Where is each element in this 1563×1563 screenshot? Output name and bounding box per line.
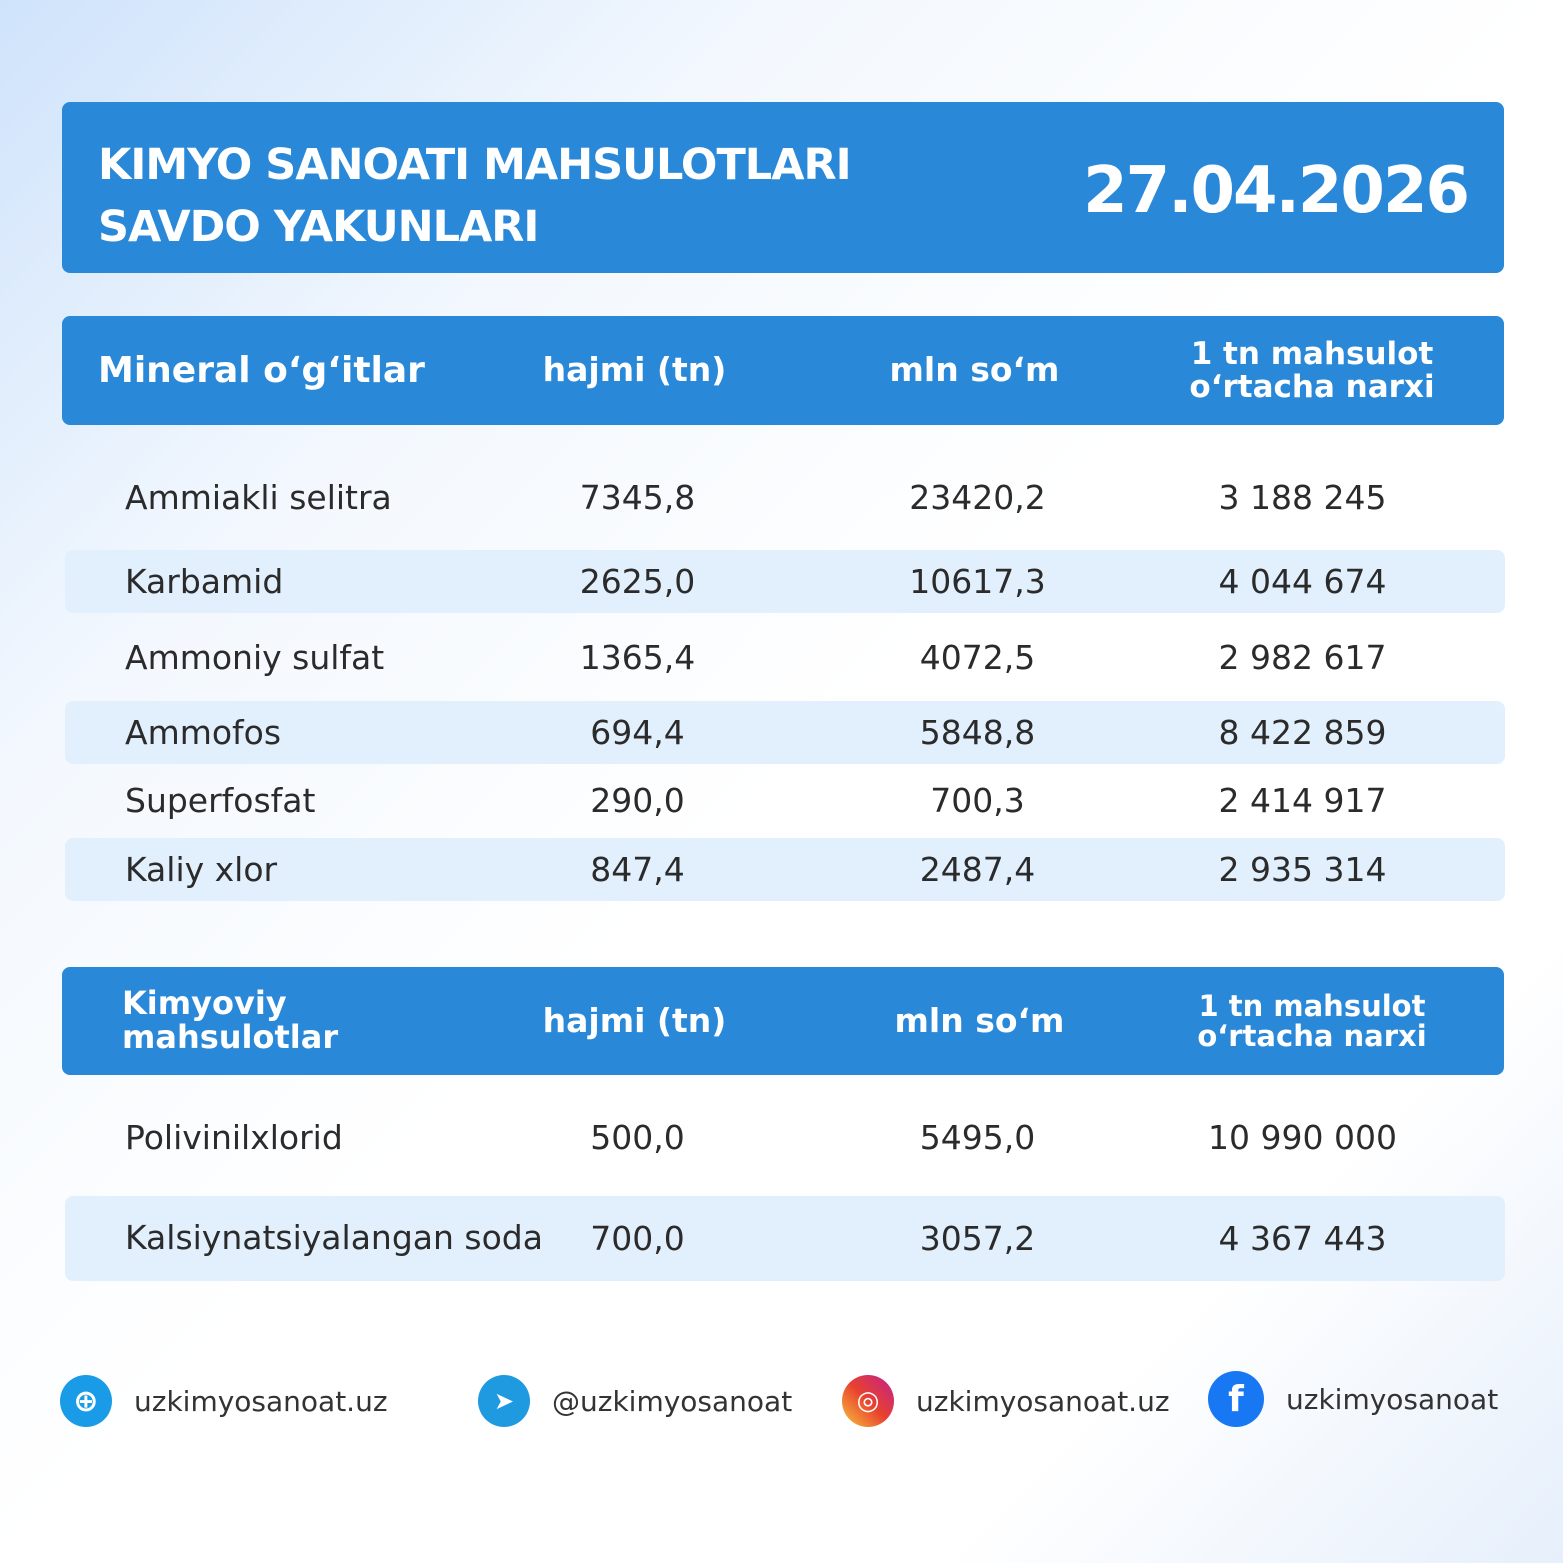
value-cell: 5848,8 <box>919 713 1036 752</box>
volume-cell: 290,0 <box>590 780 685 820</box>
value-cell: 10617,3 <box>909 562 1046 601</box>
table-row: Polivinilxlorid 500,0 5495,0 10 990 000 <box>65 1105 1505 1169</box>
header-avg-price: 1 tn mahsulot o‘rtacha narxi <box>1197 988 1427 1053</box>
volume-cell: 2625,0 <box>579 562 696 601</box>
table-row: Kaliy xlor 847,4 2487,4 2 935 314 <box>65 838 1505 901</box>
table-row: Ammofos 694,4 5848,8 8 422 859 <box>65 701 1505 764</box>
avg-price-cell: 4 044 674 <box>1218 562 1387 601</box>
footer-telegram[interactable]: ➤ @uzkimyosanoat <box>478 1372 792 1430</box>
product-name: Superfosfat <box>125 780 316 820</box>
avg-price-cell: 10 990 000 <box>1208 1117 1397 1157</box>
facebook-link[interactable]: uzkimyosanoat <box>1286 1382 1499 1416</box>
value-cell: 23420,2 <box>909 477 1046 517</box>
telegram-link[interactable]: @uzkimyosanoat <box>552 1384 793 1418</box>
header-category: Kimyoviy mahsulotlar <box>122 984 339 1056</box>
avg-price-cell: 8 422 859 <box>1218 713 1387 752</box>
product-name: Karbamid <box>125 562 284 601</box>
report-date: 27.04.2026 <box>1083 154 1470 228</box>
product-name: Kalsiynatsiyalangan soda <box>125 1218 543 1258</box>
table-row: Ammiakli selitra 7345,8 23420,2 3 188 245 <box>65 465 1505 529</box>
volume-cell: 500,0 <box>590 1117 685 1157</box>
avg-price-cell: 2 935 314 <box>1218 850 1387 889</box>
product-name: Polivinilxlorid <box>125 1117 343 1157</box>
facebook-icon: f <box>1208 1371 1264 1427</box>
table-row: Kalsiynatsiyalangan soda 700,0 3057,2 4 367… <box>65 1196 1505 1281</box>
table2-header: Kimyoviy mahsulotlar hajmi (tn) mln so‘m… <box>62 967 1504 1075</box>
footer-facebook[interactable]: f uzkimyosanoat <box>1208 1370 1498 1428</box>
footer-website[interactable]: ⊕ uzkimyosanoat.uz <box>60 1372 388 1430</box>
product-name: Ammoniy sulfat <box>125 637 385 677</box>
instagram-icon: ◎ <box>842 1375 894 1427</box>
header-avg-price: 1 tn mahsulot o‘rtacha narxi <box>1189 335 1435 405</box>
header-volume: hajmi (tn) <box>542 1000 727 1040</box>
product-name: Kaliy xlor <box>125 850 278 889</box>
volume-cell: 1365,4 <box>579 637 696 677</box>
header-category: Mineral o‘g‘itlar <box>98 349 425 391</box>
table-row: Karbamid 2625,0 10617,3 4 044 674 <box>65 550 1505 613</box>
volume-cell: 7345,8 <box>579 477 696 517</box>
value-cell: 3057,2 <box>919 1219 1036 1258</box>
footer-instagram[interactable]: ◎ uzkimyosanoat.uz <box>842 1372 1170 1430</box>
table1-header: Mineral o‘g‘itlar hajmi (tn) mln so‘m 1 … <box>62 316 1504 425</box>
product-name: Ammofos <box>125 713 282 752</box>
avg-price-cell: 4 367 443 <box>1218 1219 1387 1258</box>
table-row: Ammoniy sulfat 1365,4 4072,5 2 982 617 <box>65 625 1505 689</box>
table-row: Superfosfat 290,0 700,3 2 414 917 <box>65 768 1505 832</box>
header-volume: hajmi (tn) <box>542 350 727 390</box>
telegram-icon: ➤ <box>478 1375 530 1427</box>
value-cell: 5495,0 <box>919 1117 1036 1157</box>
header-value: mln so‘m <box>889 350 1060 390</box>
avg-price-cell: 3 188 245 <box>1218 477 1387 517</box>
avg-price-cell: 2 982 617 <box>1218 637 1387 677</box>
website-link[interactable]: uzkimyosanoat.uz <box>134 1384 388 1418</box>
volume-cell: 700,0 <box>590 1219 685 1258</box>
value-cell: 700,3 <box>930 780 1025 820</box>
value-cell: 4072,5 <box>919 637 1036 677</box>
title-banner: KIMYO SANOATI MAHSULOTLARI SAVDO YAKUNLAR… <box>62 102 1504 273</box>
product-name: Ammiakli selitra <box>125 477 392 517</box>
value-cell: 2487,4 <box>919 850 1036 889</box>
volume-cell: 694,4 <box>590 713 685 752</box>
volume-cell: 847,4 <box>590 850 685 889</box>
header-value: mln so‘m <box>894 1000 1065 1040</box>
instagram-link[interactable]: uzkimyosanoat.uz <box>916 1384 1170 1418</box>
avg-price-cell: 2 414 917 <box>1218 780 1387 820</box>
globe-icon: ⊕ <box>60 1375 112 1427</box>
page-title: KIMYO SANOATI MAHSULOTLARI SAVDO YAKUNLAR… <box>98 140 852 252</box>
